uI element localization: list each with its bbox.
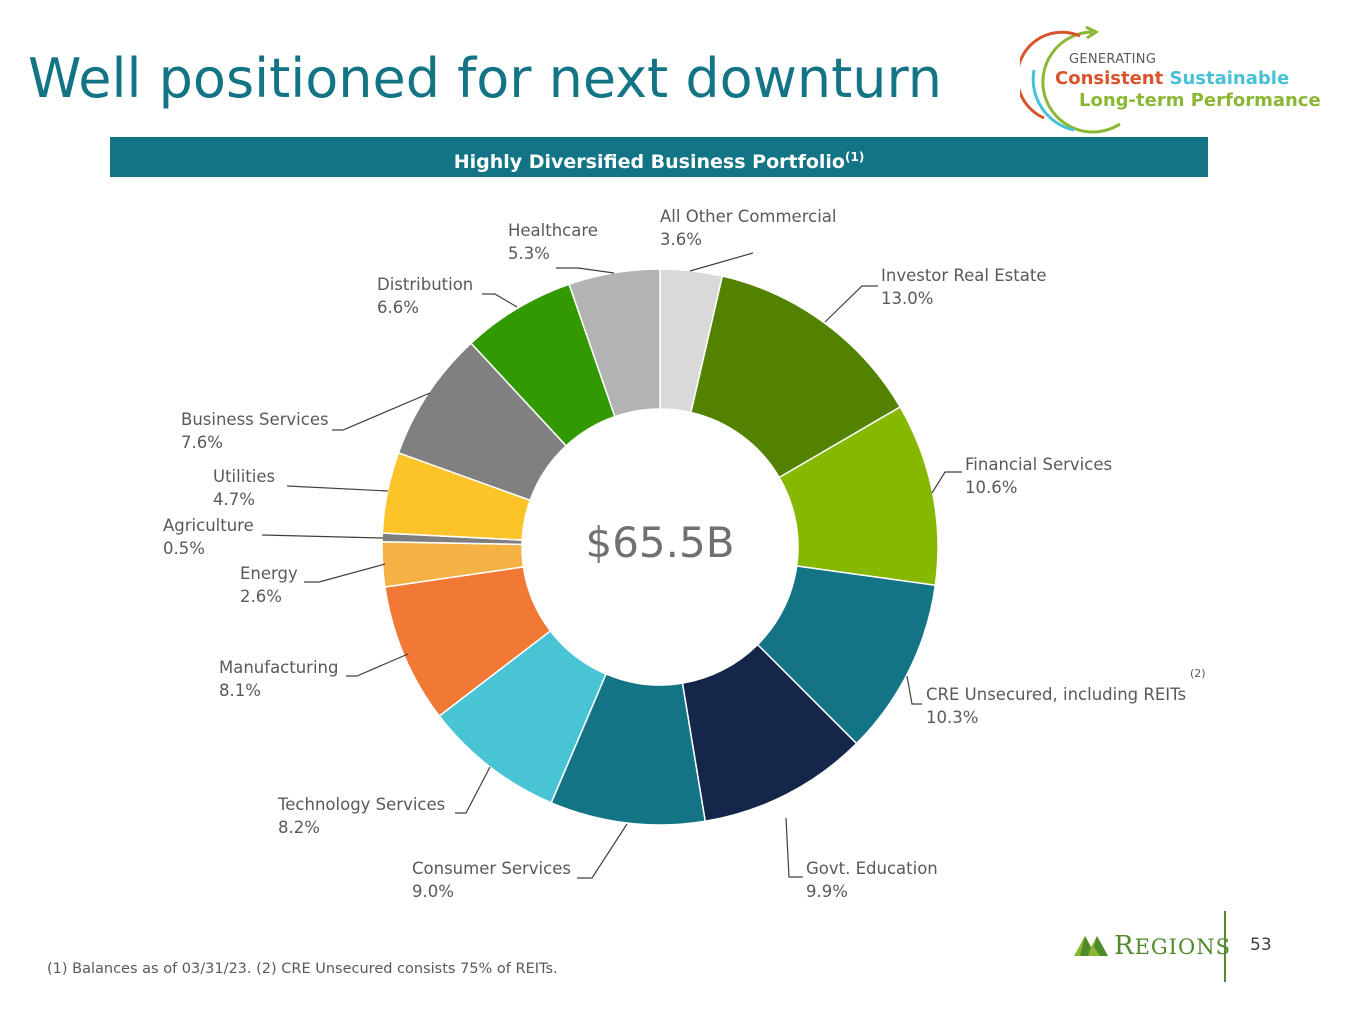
leader-line-cre-unsecured-including-reits <box>906 675 922 705</box>
leader-line-manufacturing <box>346 653 409 677</box>
slide-title: Well positioned for next downturn <box>28 47 942 110</box>
slice-investor-real-estate <box>690 275 902 479</box>
value-consumer-services: 9.0% <box>412 882 454 901</box>
value-energy: 2.6% <box>240 587 282 606</box>
label-agriculture: Agriculture <box>163 516 254 535</box>
footnote: (1) Balances as of 03/31/23. (2) CRE Uns… <box>47 961 558 977</box>
leader-line-govt-education <box>785 817 803 878</box>
value-utilities: 4.7% <box>213 490 255 509</box>
banner-text: Highly Diversified Business Portfolio <box>453 151 845 173</box>
value-distribution: 6.6% <box>377 298 419 317</box>
value-financial-services: 10.6% <box>965 478 1017 497</box>
tagline-line3: Long-term Performance <box>1079 90 1321 111</box>
leader-line-energy <box>304 563 386 583</box>
label-healthcare: Healthcare <box>508 221 598 240</box>
value-technology-services: 8.2% <box>278 818 320 837</box>
value-investor-real-estate: 13.0% <box>881 289 933 308</box>
value-cre-unsecured-including-reits: 10.3% <box>926 708 978 727</box>
leader-line-utilities <box>286 485 389 492</box>
label-energy: Energy <box>240 564 298 583</box>
leader-line-consumer-services <box>577 823 628 879</box>
value-manufacturing: 8.1% <box>219 681 261 700</box>
leader-line-all-other-commercial <box>689 252 754 272</box>
banner-footnote-marker: (1) <box>844 150 865 164</box>
label-technology-services: Technology Services <box>277 795 445 814</box>
chart-center-total: $65.5B <box>585 518 734 567</box>
label-all-other-commercial: All Other Commercial <box>660 207 836 226</box>
regions-triangle-icon <box>1074 936 1108 956</box>
footer-divider <box>1224 911 1226 982</box>
label-utilities: Utilities <box>213 467 275 486</box>
circular-arrow-icon <box>1020 26 1121 134</box>
page-number: 53 <box>1250 935 1272 955</box>
value-healthcare: 5.3% <box>508 244 550 263</box>
leader-line-healthcare <box>556 267 615 274</box>
leader-line-agriculture <box>261 534 384 539</box>
leader-line-distribution <box>482 293 518 308</box>
leader-line-investor-real-estate <box>824 285 878 323</box>
value-agriculture: 0.5% <box>163 539 205 558</box>
leader-line-technology-services <box>455 766 491 814</box>
tagline-consistent: Consistent <box>1055 68 1164 89</box>
label-cre-unsecured-including-reits: CRE Unsecured, including REITs <box>926 685 1186 704</box>
leader-line-financial-services <box>931 471 962 494</box>
regions-wordmark: REGIONS <box>1114 931 1231 961</box>
regions-logo: REGIONS <box>1074 928 1230 961</box>
tagline-line1: GENERATING <box>1069 52 1157 67</box>
label-distribution: Distribution <box>377 275 473 294</box>
value-govt-education: 9.9% <box>806 882 848 901</box>
label-business-services: Business Services <box>181 410 329 429</box>
tagline-logo: GENERATING Consistent Sustainable Long-t… <box>1020 26 1321 136</box>
label-consumer-services: Consumer Services <box>412 859 571 878</box>
label-manufacturing: Manufacturing <box>219 658 338 677</box>
label-investor-real-estate: Investor Real Estate <box>881 266 1046 285</box>
value-business-services: 7.6% <box>181 433 223 452</box>
section-banner: Highly Diversified Business Portfolio(1) <box>110 137 1208 177</box>
label-govt-education: Govt. Education <box>806 859 938 878</box>
tagline-line2: Consistent Sustainable <box>1055 68 1289 89</box>
cre-footnote-marker: (2) <box>1190 667 1206 680</box>
label-financial-services: Financial Services <box>965 455 1112 474</box>
leader-line-business-services <box>332 392 431 431</box>
value-all-other-commercial: 3.6% <box>660 230 702 249</box>
tagline-sustainable: Sustainable <box>1169 68 1290 89</box>
slice-healthcare <box>568 268 661 418</box>
